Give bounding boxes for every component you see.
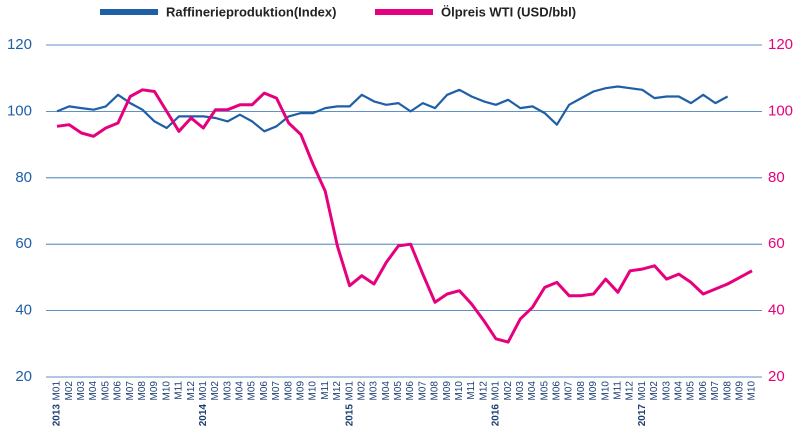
- y-tick-label: 100: [7, 102, 32, 119]
- x-tick-label: M04: [527, 381, 538, 401]
- x-tick-label: M11: [613, 381, 624, 400]
- y2-tick-label: 40: [768, 302, 785, 319]
- x-tick-label: M08: [576, 381, 587, 401]
- x-tick-label: M11: [320, 381, 331, 400]
- x-tick-label: M01: [52, 381, 63, 401]
- x-tick-label: M03: [515, 381, 526, 401]
- x-tick-label: M02: [64, 381, 75, 401]
- x-group-label: 2015: [344, 404, 355, 427]
- x-tick-label: M04: [381, 381, 392, 401]
- x-tick-label: M09: [734, 381, 745, 401]
- x-tick-label: M09: [296, 381, 307, 401]
- x-tick-label: M10: [600, 381, 611, 401]
- x-tick-label: M05: [247, 381, 258, 401]
- y-tick-label: 80: [15, 169, 32, 186]
- x-tick-label: M04: [673, 381, 684, 401]
- x-tick-label: M10: [161, 381, 172, 401]
- x-tick-label: M07: [417, 381, 428, 401]
- x-tick-label: M04: [235, 381, 246, 401]
- x-tick-label: M07: [710, 381, 721, 401]
- x-tick-label: M08: [722, 381, 733, 401]
- y2-tick-label: 100: [768, 102, 793, 119]
- x-group-label: 2016: [491, 404, 502, 427]
- x-tick-label: M01: [637, 381, 648, 401]
- x-tick-label: M03: [76, 381, 87, 401]
- x-tick-label: M11: [174, 381, 185, 400]
- y2-tick-label: 80: [768, 169, 785, 186]
- x-tick-label: M01: [198, 381, 209, 401]
- y-tick-label: 120: [7, 36, 32, 53]
- x-tick-label: M08: [137, 381, 148, 401]
- y-tick-label: 20: [15, 368, 32, 385]
- x-tick-label: M06: [698, 381, 709, 401]
- x-tick-label: M07: [564, 381, 575, 401]
- x-tick-label: M06: [113, 381, 124, 401]
- x-tick-label: M01: [344, 381, 355, 401]
- x-tick-label: M06: [552, 381, 563, 401]
- x-tick-label: M05: [393, 381, 404, 401]
- x-tick-label: M02: [649, 381, 660, 401]
- x-tick-label: M01: [491, 381, 502, 401]
- x-tick-label: M03: [222, 381, 233, 401]
- legend-swatch: [375, 9, 433, 15]
- y2-tick-label: 20: [768, 368, 785, 385]
- series-line: [56, 88, 753, 344]
- x-tick-label: M09: [442, 381, 453, 401]
- x-tick-label: M09: [149, 381, 160, 401]
- x-tick-label: M05: [539, 381, 550, 401]
- x-tick-label: M03: [369, 381, 380, 401]
- x-tick-label: M12: [186, 381, 197, 401]
- x-tick-label: M02: [503, 381, 514, 401]
- y-tick-label: 60: [15, 235, 32, 252]
- x-tick-label: M12: [478, 381, 489, 401]
- y-tick-label: 40: [15, 302, 32, 319]
- x-tick-label: M12: [625, 381, 636, 401]
- x-tick-label: M08: [430, 381, 441, 401]
- x-group-label: 2013: [52, 404, 63, 427]
- x-tick-label: M06: [405, 381, 416, 401]
- x-group-label: 2017: [637, 404, 648, 427]
- x-tick-label: M08: [283, 381, 294, 401]
- x-tick-label: M04: [88, 381, 99, 401]
- series-line: [56, 85, 729, 133]
- x-tick-label: M10: [747, 381, 758, 401]
- legend-label: Raffinerieproduktion(Index): [166, 4, 336, 19]
- x-tick-label: M11: [466, 381, 477, 400]
- x-tick-label: M10: [454, 381, 465, 401]
- y2-tick-label: 60: [768, 235, 785, 252]
- x-tick-label: M10: [308, 381, 319, 401]
- x-tick-label: M12: [332, 381, 343, 401]
- legend-swatch: [100, 9, 158, 15]
- y2-tick-label: 120: [768, 36, 793, 53]
- x-tick-label: M02: [210, 381, 221, 401]
- x-tick-label: M02: [356, 381, 367, 401]
- x-group-label: 2014: [198, 404, 209, 427]
- x-tick-label: M09: [588, 381, 599, 401]
- x-tick-label: M07: [271, 381, 282, 401]
- legend-label: Ölpreis WTI (USD/bbl): [441, 4, 576, 19]
- x-tick-label: M07: [125, 381, 136, 401]
- x-tick-label: M05: [100, 381, 111, 401]
- x-tick-label: M03: [661, 381, 672, 401]
- x-tick-label: M06: [259, 381, 270, 401]
- x-tick-label: M05: [686, 381, 697, 401]
